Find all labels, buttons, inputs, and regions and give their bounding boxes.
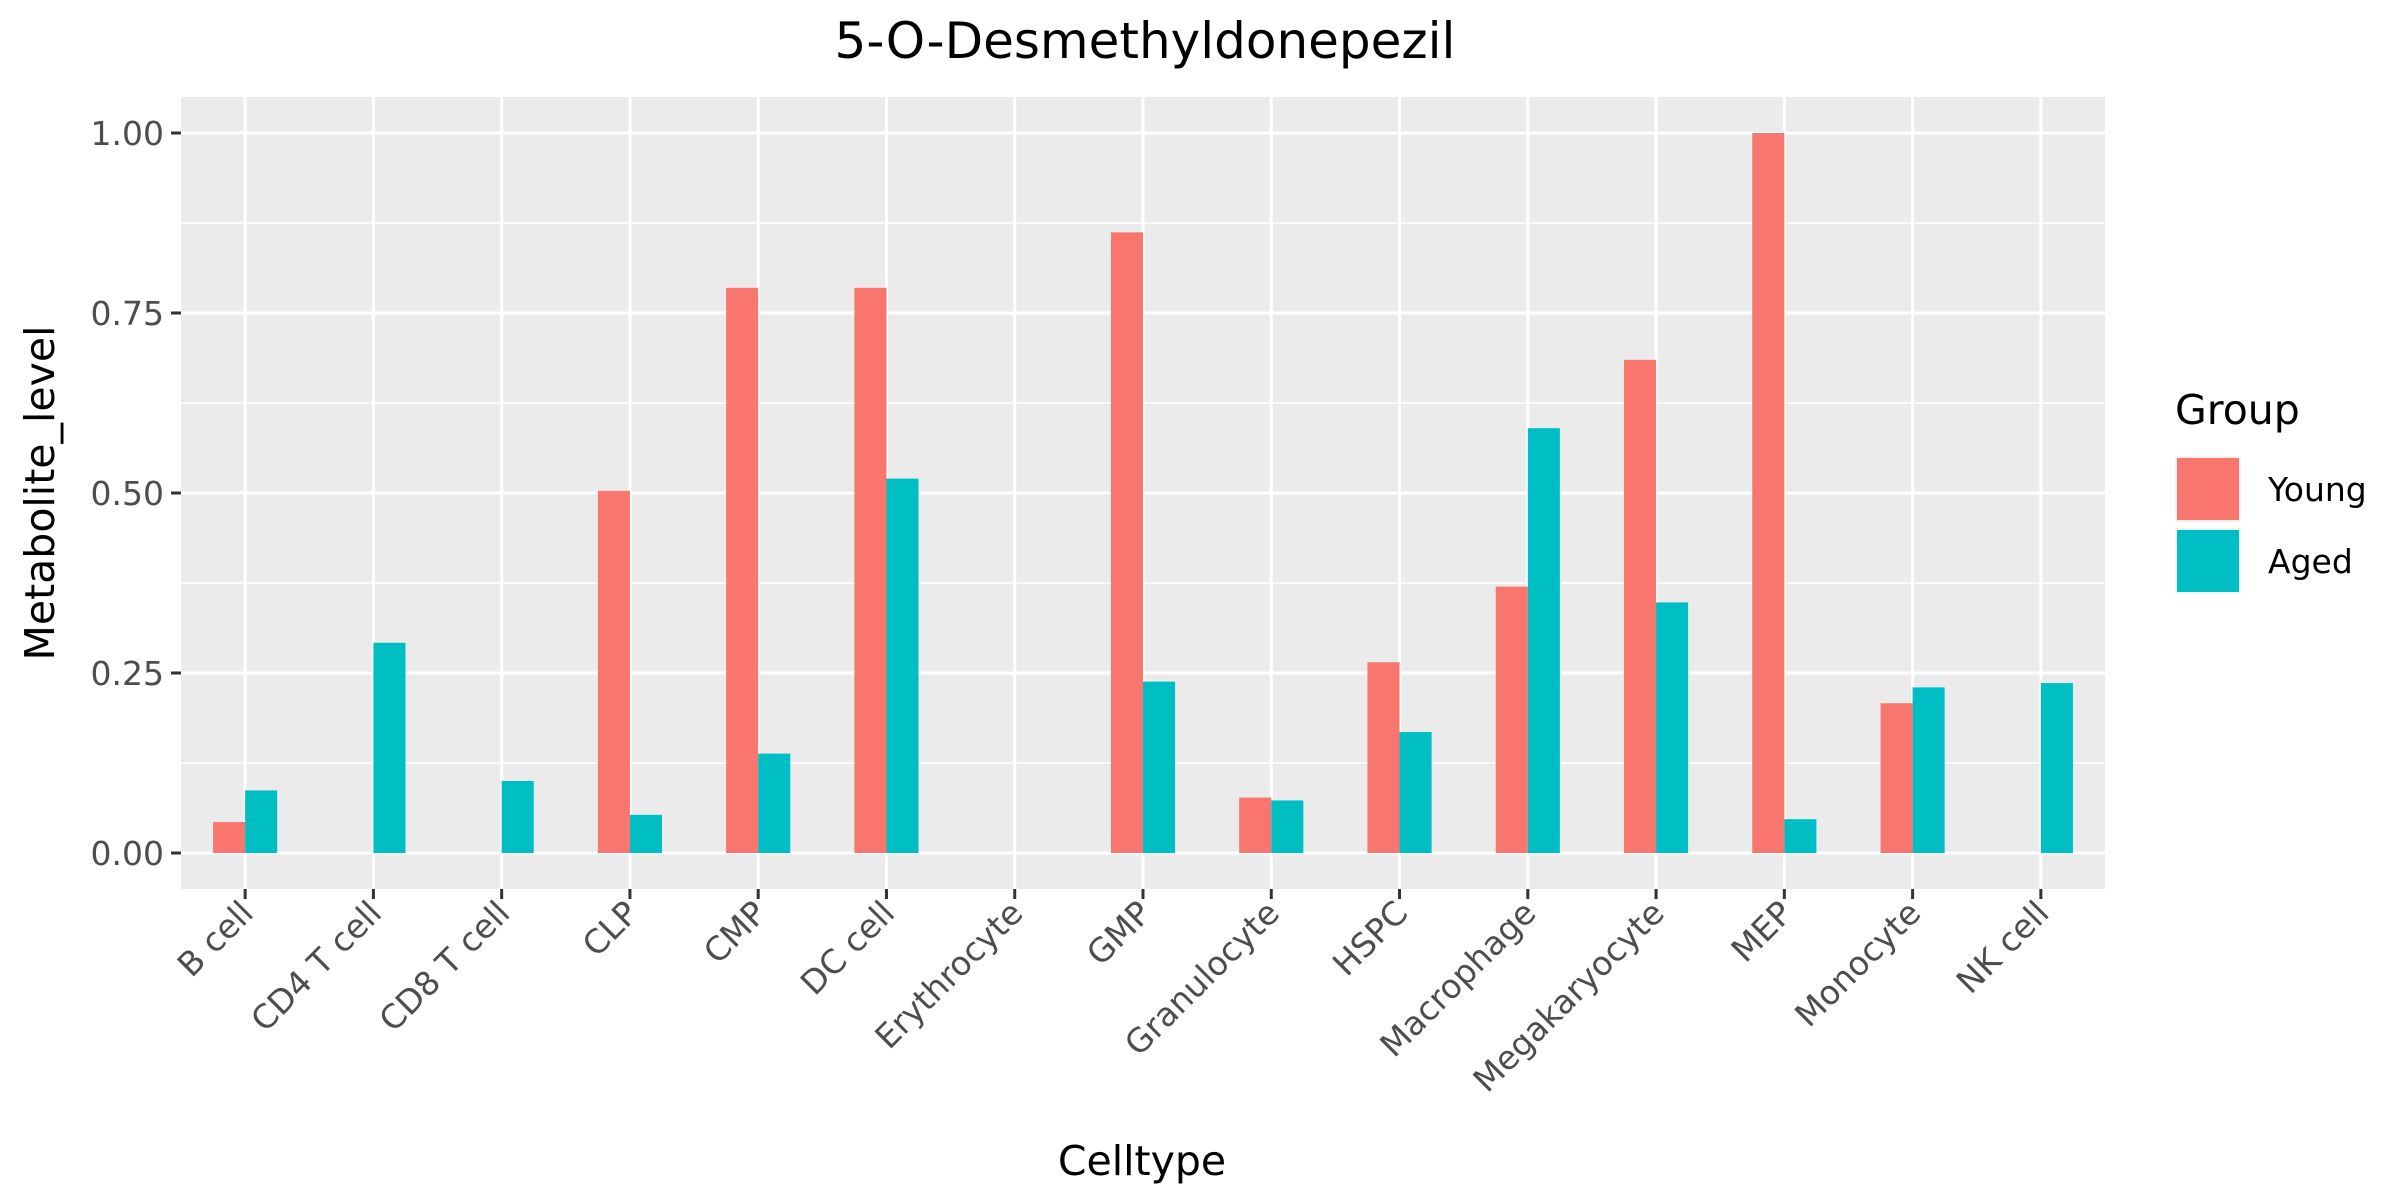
bar-young-granulocyte — [1239, 797, 1272, 853]
bar-young-macrophage — [1495, 586, 1528, 853]
bar-aged-monocyte — [1912, 687, 1945, 853]
bar-young-clp — [597, 490, 630, 853]
legend-key-young — [2177, 458, 2239, 520]
y-tick-label: 0.00 — [91, 834, 164, 873]
y-tick-label: 0.25 — [91, 654, 164, 693]
bar-aged-cd4-t-cell — [373, 642, 406, 853]
legend-title: Group — [2175, 386, 2300, 434]
legend: Group Young Aged — [2175, 386, 2367, 594]
bar-young-megakaryocyte — [1624, 359, 1657, 853]
x-tick-label: CMP — [696, 893, 774, 971]
bar-aged-cd8-t-cell — [501, 781, 534, 853]
bar-aged-gmp — [1143, 681, 1176, 853]
y-tick-label: 0.75 — [91, 294, 164, 333]
x-tick-label: B cell — [170, 893, 261, 984]
legend-label-aged: Aged — [2268, 542, 2353, 581]
bar-young-hspc — [1367, 662, 1400, 853]
bar-aged-nk-cell — [2040, 683, 2073, 853]
y-axis: 0.00 0.25 0.50 0.75 1.00 — [91, 114, 181, 873]
legend-label-young: Young — [2267, 470, 2367, 509]
x-tick-label: MEP — [1723, 893, 1800, 970]
bar-young-monocyte — [1880, 703, 1913, 853]
x-tick-label: CLP — [575, 893, 646, 964]
chart-title: 5-O-Desmethyldonepezil — [835, 12, 1456, 70]
x-tick-label: Monocyte — [1787, 893, 1928, 1034]
x-tick-label: CD8 T cell — [371, 893, 517, 1039]
x-tick-label: CD4 T cell — [243, 893, 389, 1039]
x-tick-label: GMP — [1079, 893, 1159, 973]
bar-aged-dc-cell — [886, 478, 919, 853]
bar-aged-granulocyte — [1271, 800, 1304, 853]
bars — [213, 133, 2073, 854]
x-tick-label: DC cell — [793, 893, 902, 1002]
x-tick-label: NK cell — [1949, 893, 2057, 1001]
bar-young-dc-cell — [854, 287, 887, 853]
bar-aged-mep — [1784, 819, 1817, 853]
bar-young-b-cell — [213, 822, 246, 853]
y-axis-title: Metabolite_level — [16, 326, 64, 661]
bar-aged-b-cell — [245, 790, 278, 853]
bar-aged-hspc — [1399, 732, 1432, 853]
x-axis-title: Celltype — [1058, 1137, 1226, 1185]
bar-aged-clp — [629, 814, 662, 853]
bar-young-gmp — [1110, 232, 1143, 854]
bar-aged-megakaryocyte — [1656, 602, 1689, 853]
bar-aged-cmp — [758, 753, 791, 853]
legend-key-aged — [2177, 530, 2239, 592]
bar-aged-macrophage — [1527, 428, 1560, 853]
bar-young-mep — [1752, 133, 1785, 853]
x-tick-label: HSPC — [1325, 893, 1415, 983]
bar-young-cmp — [726, 287, 759, 853]
y-tick-label: 0.50 — [91, 474, 164, 513]
y-tick-label: 1.00 — [91, 114, 164, 153]
